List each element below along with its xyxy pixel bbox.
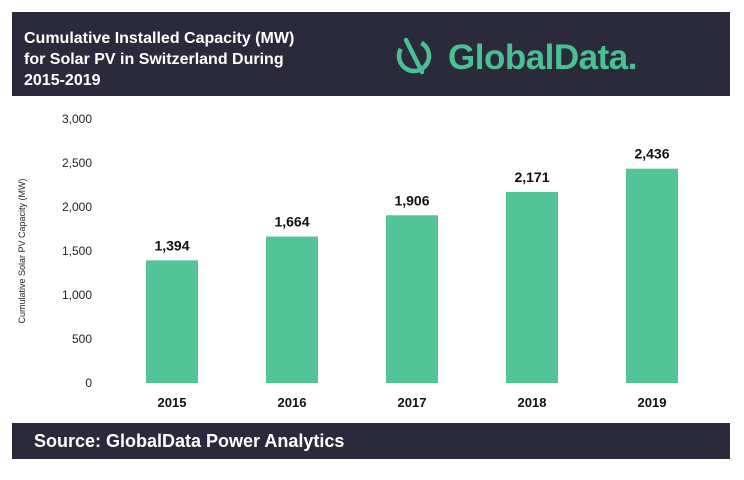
x-tick-label: 2015 [158,395,187,410]
bar-2017 [386,215,438,383]
chart-title-line-2: for Solar PV in Switzerland During [24,51,284,68]
x-tick-label: 2016 [278,395,307,410]
bar-2019 [626,168,678,383]
chart-title: Cumulative Installed Capacity (MW) for S… [24,28,384,91]
y-tick-label: 1,500 [62,244,92,258]
globaldata-logo: GlobalData. [392,34,722,78]
x-tick-label: 2018 [518,395,547,410]
chart-title-line-1: Cumulative Installed Capacity (MW) [24,30,295,47]
data-label: 2,171 [514,169,549,185]
data-label: 2,436 [634,146,669,162]
y-tick-label: 1,000 [62,288,92,302]
y-tick-label: 0 [85,376,92,390]
chart-footer: Source: GlobalData Power Analytics [12,423,730,459]
y-tick-label: 2,000 [62,200,92,214]
x-tick-label: 2017 [398,395,427,410]
y-tick-label: 3,000 [62,112,92,126]
source-note: Source: GlobalData Power Analytics [34,431,345,451]
chart-header: Cumulative Installed Capacity (MW) for S… [12,12,730,96]
bar-2016 [266,236,318,383]
y-tick-label: 500 [72,332,92,346]
data-label: 1,664 [274,214,309,230]
bar-2018 [506,191,558,383]
logo-wordmark: GlobalData. [448,38,637,77]
globaldata-logo-icon [396,37,432,75]
chart-title-line-3: 2015-2019 [24,72,101,89]
data-label: 1,906 [394,192,429,208]
bar-2015 [146,260,198,383]
chart-card: Cumulative Installed Capacity (MW) for S… [12,12,730,459]
y-tick-label: 2,500 [62,156,92,170]
data-label: 1,394 [154,237,189,253]
y-axis-title: Cumulative Solar PV Capacity (MW) [17,178,27,323]
bar-chart: 0 500 1,000 1,500 2,000 2,500 3,000 Cumulative … [17,112,678,410]
x-tick-label: 2019 [638,395,667,410]
